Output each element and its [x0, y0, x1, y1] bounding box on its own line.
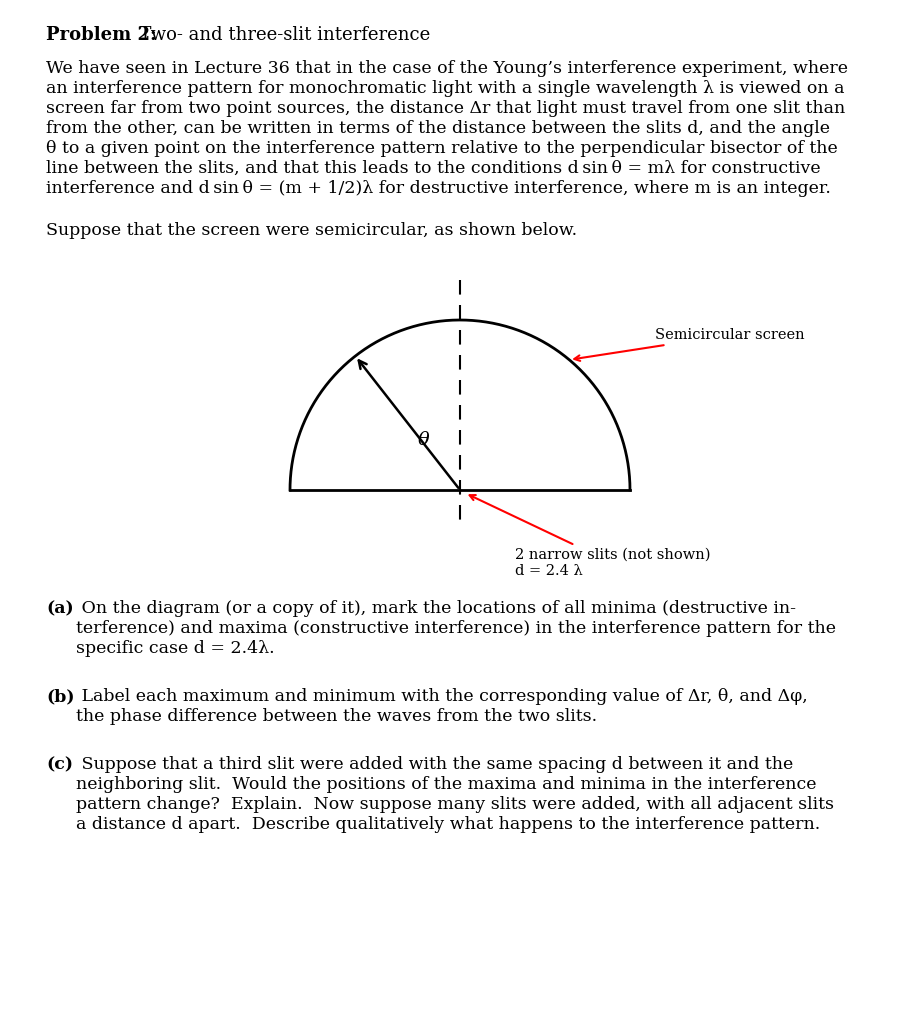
Text: On the diagram (or a copy of it), mark the locations of all minima (destructive : On the diagram (or a copy of it), mark t… [76, 600, 796, 617]
Text: line between the slits, and that this leads to the conditions d sin θ = mλ for c: line between the slits, and that this le… [46, 160, 821, 177]
Text: θ: θ [418, 431, 430, 449]
Text: screen far from two point sources, the distance Δr that light must travel from o: screen far from two point sources, the d… [46, 100, 845, 117]
Text: specific case d = 2.4λ.: specific case d = 2.4λ. [76, 640, 274, 657]
Text: Two- and three-slit interference: Two- and three-slit interference [128, 26, 430, 44]
Text: 2 narrow slits (not shown)
d = 2.4 λ: 2 narrow slits (not shown) d = 2.4 λ [470, 495, 710, 579]
Text: Problem 2:: Problem 2: [46, 26, 157, 44]
Text: an interference pattern for monochromatic light with a single wavelength λ is vi: an interference pattern for monochromati… [46, 80, 845, 97]
Text: Suppose that a third slit were added with the same spacing d between it and the: Suppose that a third slit were added wit… [76, 756, 793, 773]
Text: Label each maximum and minimum with the corresponding value of Δr, θ, and Δφ,: Label each maximum and minimum with the … [76, 688, 808, 705]
Text: a distance d apart.  Describe qualitatively what happens to the interference pat: a distance d apart. Describe qualitative… [76, 816, 821, 833]
Text: terference) and maxima (constructive interference) in the interference pattern f: terference) and maxima (constructive int… [76, 620, 836, 637]
Text: Suppose that the screen were semicircular, as shown below.: Suppose that the screen were semicircula… [46, 222, 577, 239]
Text: (a): (a) [46, 600, 74, 617]
Text: pattern change?  Explain.  Now suppose many slits were added, with all adjacent : pattern change? Explain. Now suppose man… [76, 796, 834, 813]
Text: the phase difference between the waves from the two slits.: the phase difference between the waves f… [76, 708, 597, 725]
Text: Semicircular screen: Semicircular screen [575, 328, 805, 360]
Text: (b): (b) [46, 688, 75, 705]
Text: θ to a given point on the interference pattern relative to the perpendicular bis: θ to a given point on the interference p… [46, 140, 838, 157]
Text: neighboring slit.  Would the positions of the maxima and minima in the interfere: neighboring slit. Would the positions of… [76, 776, 817, 793]
Text: interference and d sin θ = (m + 1/2)λ for destructive interference, where m is a: interference and d sin θ = (m + 1/2)λ fo… [46, 180, 831, 197]
Text: from the other, can be written in terms of the distance between the slits d, and: from the other, can be written in terms … [46, 120, 830, 137]
Text: We have seen in Lecture 36 that in the case of the Young’s interference experime: We have seen in Lecture 36 that in the c… [46, 60, 848, 77]
Text: (c): (c) [46, 756, 73, 773]
